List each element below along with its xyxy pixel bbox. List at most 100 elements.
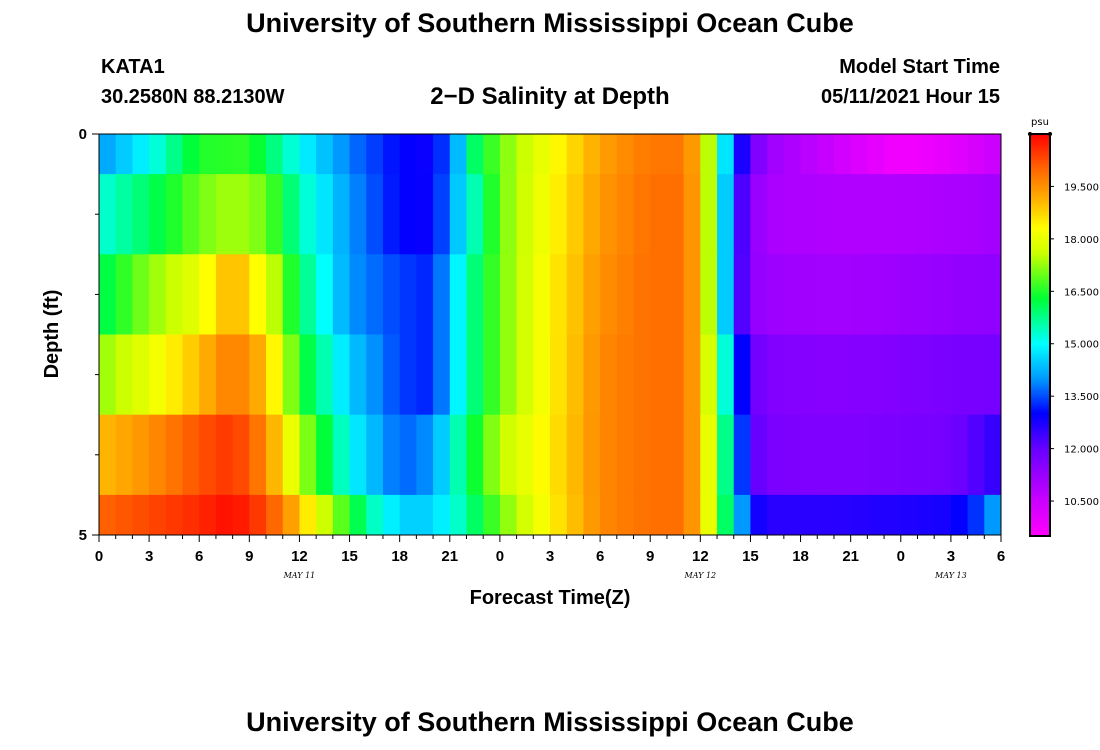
heatmap-cell xyxy=(132,174,150,255)
colorbar-swatch xyxy=(1030,373,1050,376)
heatmap-cell xyxy=(717,494,735,535)
heatmap-cell xyxy=(650,334,668,416)
heatmap-cell xyxy=(833,494,852,535)
colorbar-swatch xyxy=(1030,242,1050,246)
heatmap-cell xyxy=(833,134,852,175)
heatmap-cell xyxy=(299,134,317,175)
colorbar-swatch xyxy=(1030,439,1050,443)
heatmap-cells xyxy=(99,134,1001,535)
heatmap-cell xyxy=(616,494,635,535)
heatmap-cell xyxy=(616,134,635,175)
heatmap-cell xyxy=(767,134,785,175)
heatmap-cell xyxy=(199,174,217,255)
heatmap-cell xyxy=(115,254,133,336)
heatmap-cell xyxy=(299,334,317,416)
heatmap-cell xyxy=(299,494,317,535)
heatmap-cell xyxy=(199,414,217,496)
colorbar-swatch xyxy=(1030,224,1050,228)
heatmap-cell xyxy=(316,174,334,255)
heatmap-cell xyxy=(717,174,735,255)
colorbar-swatch xyxy=(1030,208,1050,211)
colorbar-swatch xyxy=(1030,296,1050,300)
colorbar-swatch xyxy=(1030,144,1050,147)
heatmap-cell xyxy=(566,414,584,496)
heatmap-cell xyxy=(616,414,635,496)
heatmap-cell xyxy=(783,334,802,416)
heatmap-cell xyxy=(316,134,334,175)
heatmap-cell xyxy=(416,254,434,336)
heatmap-cell xyxy=(149,174,167,255)
colorbar-swatch xyxy=(1030,316,1050,320)
heatmap-cell xyxy=(332,254,351,336)
heatmap-cell xyxy=(566,134,584,175)
colorbar-tick-label: 16.500 xyxy=(1064,287,1099,298)
heatmap-cell xyxy=(750,254,768,336)
heatmap-cell xyxy=(600,134,618,175)
heatmap-cell xyxy=(366,414,384,496)
heatmap-cell xyxy=(550,334,568,416)
heatmap-cell xyxy=(249,174,267,255)
colorbar-swatch xyxy=(1030,497,1050,501)
x-tick-label: 15 xyxy=(742,548,759,565)
heatmap-cell xyxy=(950,134,969,175)
heatmap-cell xyxy=(349,334,367,416)
heatmap-cell xyxy=(767,494,785,535)
heatmap-cell xyxy=(867,174,885,255)
heatmap-cell xyxy=(583,174,601,255)
colorbar-swatch xyxy=(1030,182,1050,185)
heatmap-cell xyxy=(266,254,284,336)
heatmap-cell xyxy=(382,334,401,416)
colorbar-swatch xyxy=(1030,527,1050,531)
heatmap-cell xyxy=(215,414,234,496)
colorbar-swatch xyxy=(1030,146,1050,149)
colorbar-swatch xyxy=(1030,441,1050,445)
heatmap-cell xyxy=(600,414,618,496)
heatmap-cell xyxy=(182,414,200,496)
colorbar-swatch xyxy=(1030,324,1050,328)
colorbar-swatch xyxy=(1030,383,1050,386)
x-date-label: MAY 12 xyxy=(684,571,717,580)
heatmap-cell xyxy=(984,494,1001,535)
colorbar-swatch xyxy=(1030,162,1050,165)
colorbar-swatch xyxy=(1030,222,1050,226)
colorbar-swatch xyxy=(1030,230,1050,234)
heatmap-cell xyxy=(266,134,284,175)
heatmap-cell xyxy=(750,174,768,255)
colorbar-swatch xyxy=(1030,345,1050,348)
colorbar-swatch xyxy=(1030,288,1050,292)
heatmap-cell xyxy=(332,414,351,496)
heatmap-cell xyxy=(516,414,534,496)
heatmap-cell xyxy=(165,254,184,336)
colorbar-swatch xyxy=(1030,471,1050,475)
heatmap-cell xyxy=(666,254,685,336)
colorbar-swatch xyxy=(1030,351,1050,354)
colorbar-swatch xyxy=(1030,357,1050,360)
heatmap-cell xyxy=(499,174,518,255)
heatmap-cell xyxy=(182,494,200,535)
heatmap-cell xyxy=(516,334,534,416)
heatmap-cell xyxy=(917,254,935,336)
heatmap-cell xyxy=(115,414,133,496)
heatmap-cell xyxy=(967,334,985,416)
heatmap-cell xyxy=(249,414,267,496)
heatmap-cell xyxy=(934,134,952,175)
heatmap-cell xyxy=(550,254,568,336)
colorbar-swatch xyxy=(1030,529,1050,533)
heatmap-cell xyxy=(550,414,568,496)
heatmap-cell xyxy=(733,174,752,255)
heatmap-cell xyxy=(149,134,167,175)
heatmap-cell xyxy=(900,334,919,416)
colorbar-swatch xyxy=(1030,513,1050,517)
colorbar-swatch xyxy=(1030,457,1050,461)
colorbar-swatch xyxy=(1030,198,1050,201)
heatmap-cell xyxy=(399,174,417,255)
colorbar-swatch xyxy=(1030,377,1050,380)
y-tick-label: 0 xyxy=(79,126,87,143)
heatmap-cell xyxy=(800,134,818,175)
colorbar-tick-label: 10.500 xyxy=(1064,497,1099,508)
colorbar-swatch xyxy=(1030,459,1050,463)
heatmap-cell xyxy=(483,334,501,416)
x-tick-label: 6 xyxy=(596,548,604,565)
heatmap-cell xyxy=(566,174,584,255)
colorbar-swatch xyxy=(1030,407,1050,410)
